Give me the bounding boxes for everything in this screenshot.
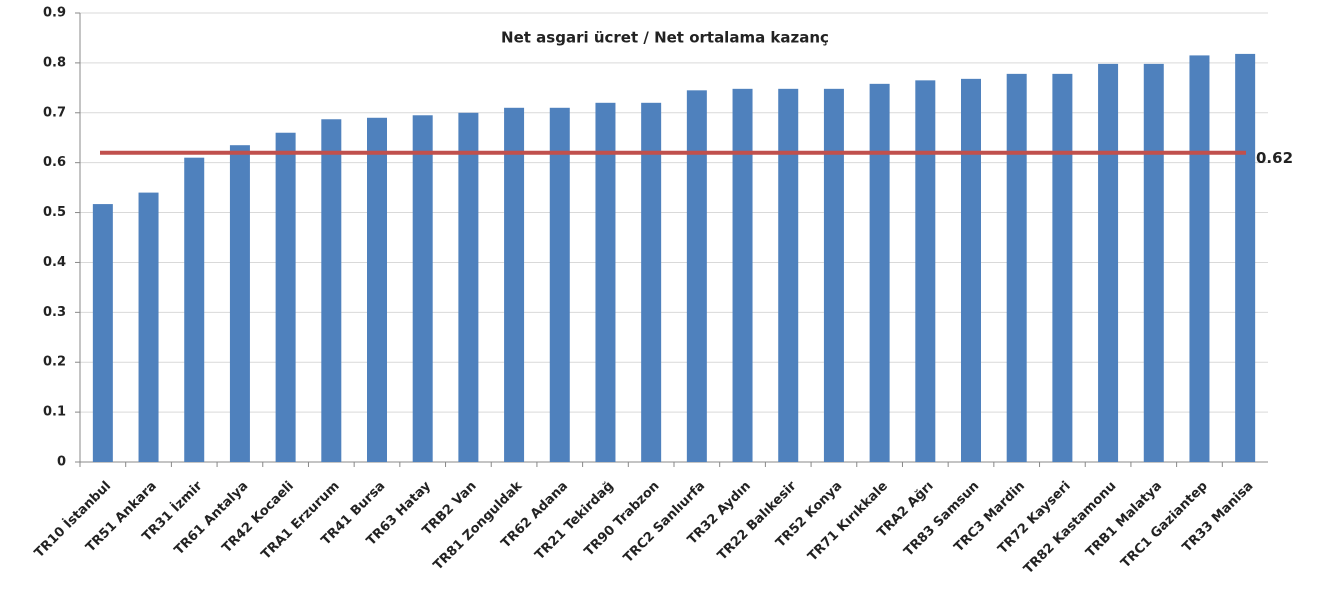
bar (229, 145, 250, 462)
bar (321, 119, 342, 462)
bar (275, 132, 296, 462)
y-tick-label: 0.7 (43, 105, 66, 120)
x-tick-label: TR21 Tekirdağ (532, 479, 616, 563)
y-tick-label: 0.5 (43, 205, 66, 220)
y-tick-label: 0.1 (43, 405, 66, 420)
bar (641, 102, 662, 463)
x-tick-label: TRA1 Erzurum (259, 479, 343, 563)
bar (1189, 55, 1210, 463)
bar (1006, 73, 1027, 462)
bar (915, 80, 936, 462)
bar (1143, 63, 1164, 463)
bar (549, 107, 570, 463)
bar (595, 102, 616, 463)
bar (1052, 73, 1073, 462)
reference-label: 0.62 (1256, 149, 1293, 167)
bar (961, 78, 981, 462)
bar (1235, 53, 1256, 463)
bar (504, 107, 525, 463)
bar (686, 90, 707, 463)
chart-title: Net asgari ücret / Net ortalama kazanç (501, 29, 829, 47)
y-tick-label: 0 (57, 455, 66, 470)
x-tick-label: TRC1 Gaziantep (1118, 479, 1211, 572)
bar (869, 83, 890, 462)
x-tick-label: TRC2 Sanlıurfa (621, 479, 708, 566)
bar (823, 88, 844, 462)
bar (92, 204, 113, 462)
bar (412, 115, 433, 463)
bar (1098, 63, 1119, 463)
y-tick-label: 0.4 (43, 255, 66, 270)
y-tick-label: 0.3 (43, 305, 66, 320)
y-tick-label: 0.9 (43, 6, 66, 21)
x-tick-label: TR22 Balıkesir (715, 478, 800, 563)
x-tick-label: TR10 İstanbul (31, 478, 114, 561)
y-tick-label: 0.2 (43, 355, 66, 370)
bar (138, 192, 159, 462)
bar (732, 88, 753, 462)
x-tick-label: TR71 Kırıkkale (805, 479, 891, 565)
y-tick-label: 0.6 (43, 155, 66, 170)
y-tick-label: 0.8 (43, 55, 66, 70)
bar (778, 88, 799, 462)
bar (458, 112, 479, 463)
x-tick-label: TR81 Zonguldak (431, 478, 526, 573)
bar (367, 117, 387, 463)
bar (184, 157, 205, 462)
